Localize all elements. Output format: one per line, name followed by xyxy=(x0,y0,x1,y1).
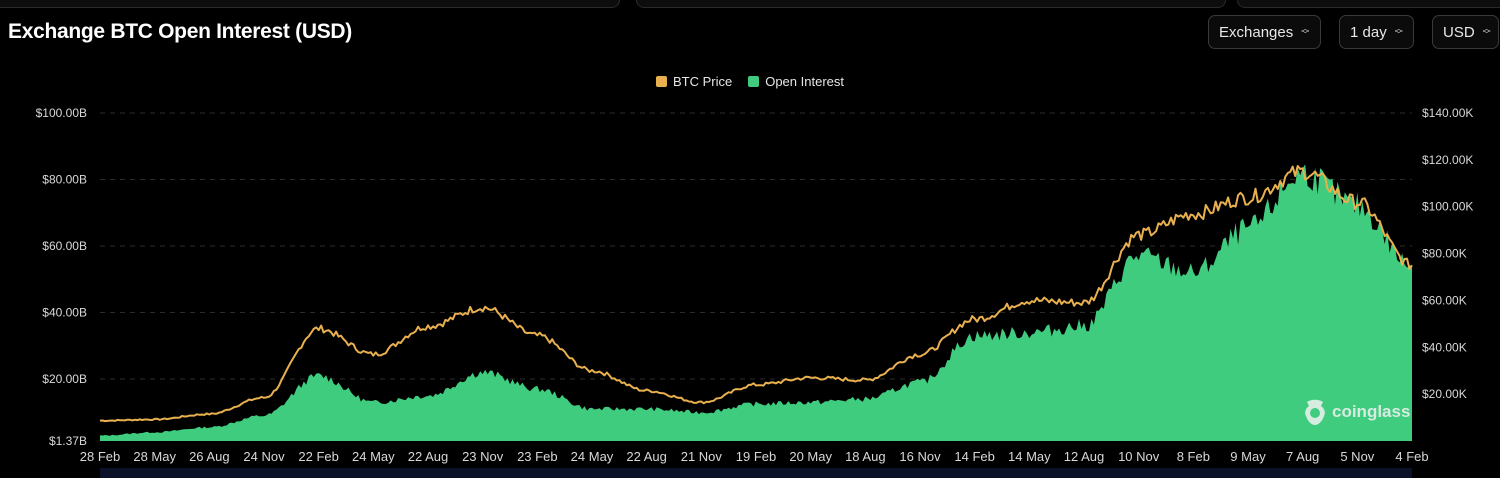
chevron-up-down-icon: ︿ ﹀ xyxy=(1394,24,1403,39)
legend-swatch-btc-price xyxy=(655,76,667,87)
coinglass-logo-icon xyxy=(1305,399,1325,425)
x-tick-label: 12 Aug xyxy=(1064,449,1105,464)
x-tick-label: 7 Aug xyxy=(1286,449,1319,464)
x-tick-label: 28 Feb xyxy=(80,449,120,464)
chevron-up-down-icon: ︿ ﹀ xyxy=(1482,24,1491,39)
x-tick-label: 16 Nov xyxy=(899,449,941,464)
x-tick-label: 24 May xyxy=(352,449,395,464)
left-axis: $1.37B $20.00B $40.00B $60.00B $80.00B $100.0… xyxy=(36,106,87,448)
chart-legend: BTC Price Open Interest xyxy=(0,74,1500,89)
x-tick-label: 20 May xyxy=(789,449,832,464)
right-tick-label: $80.00K xyxy=(1422,247,1467,261)
x-tick-label: 8 Feb xyxy=(1177,449,1210,464)
x-tick-label: 21 Nov xyxy=(681,449,723,464)
watermark-text: coinglass xyxy=(1332,402,1411,421)
x-tick-label: 28 May xyxy=(133,449,176,464)
exchanges-select[interactable]: Exchanges ︿ ﹀ xyxy=(1208,15,1321,49)
x-tick-label: 10 Nov xyxy=(1118,449,1160,464)
legend-item-btc-price[interactable]: BTC Price xyxy=(655,74,733,89)
x-tick-label: 19 Feb xyxy=(736,449,776,464)
right-tick-label: $20.00K xyxy=(1422,387,1467,401)
right-tick-label: $120.00K xyxy=(1422,153,1473,167)
x-tick-label: 22 Feb xyxy=(298,449,338,464)
x-tick-label: 23 Nov xyxy=(462,449,504,464)
right-tick-label: $60.00K xyxy=(1422,293,1467,307)
x-axis: 28 Feb 28 May 26 Aug 24 Nov 22 Feb 24 May 22 A… xyxy=(80,449,1429,464)
x-tick-label: 24 Nov xyxy=(243,449,285,464)
left-tick-label: $20.00B xyxy=(42,372,87,386)
x-tick-label: 4 Feb xyxy=(1395,449,1428,464)
left-tick-label: $60.00B xyxy=(42,239,87,253)
legend-swatch-open-interest xyxy=(748,76,760,87)
x-tick-label: 14 May xyxy=(1008,449,1051,464)
right-axis: $20.00K $40.00K $60.00K $80.00K $100.00K $120… xyxy=(1422,106,1473,401)
open-interest-area xyxy=(100,164,1412,441)
currency-select-value: USD xyxy=(1443,23,1475,41)
left-tick-label: $40.00B xyxy=(42,306,87,320)
left-tick-label: $100.00B xyxy=(36,106,87,120)
page-title: Exchange BTC Open Interest (USD) xyxy=(8,20,352,43)
exchanges-select-value: Exchanges xyxy=(1219,23,1294,41)
interval-select-value: 1 day xyxy=(1350,23,1387,41)
legend-label-open-interest: Open Interest xyxy=(765,74,844,89)
coinglass-watermark: coinglass xyxy=(1302,398,1410,426)
btc-price-line xyxy=(99,165,1413,423)
left-tick-label: $80.00B xyxy=(42,173,87,187)
top-panel-right xyxy=(1237,0,1500,8)
currency-select[interactable]: USD ︿ ﹀ xyxy=(1432,15,1499,49)
legend-label-btc-price: BTC Price xyxy=(672,74,733,89)
x-tick-label: 24 May xyxy=(571,449,614,464)
x-tick-label: 22 Aug xyxy=(408,449,449,464)
x-tick-label: 23 Feb xyxy=(517,449,557,464)
chevron-up-down-icon: ︿ ﹀ xyxy=(1301,24,1310,39)
interval-select[interactable]: 1 day ︿ ﹀ xyxy=(1339,15,1414,49)
range-navigator[interactable] xyxy=(100,468,1412,478)
x-tick-label: 9 May xyxy=(1230,449,1266,464)
right-tick-label: $140.00K xyxy=(1422,106,1473,120)
left-tick-label: $1.37B xyxy=(49,434,87,448)
x-tick-label: 18 Aug xyxy=(845,449,886,464)
right-tick-label: $40.00K xyxy=(1422,340,1467,354)
right-tick-label: $100.00K xyxy=(1422,200,1473,214)
legend-item-open-interest[interactable]: Open Interest xyxy=(748,74,844,89)
x-tick-label: 5 Nov xyxy=(1340,449,1374,464)
x-tick-label: 14 Feb xyxy=(954,449,994,464)
x-tick-label: 26 Aug xyxy=(189,449,230,464)
x-tick-label: 22 Aug xyxy=(626,449,667,464)
